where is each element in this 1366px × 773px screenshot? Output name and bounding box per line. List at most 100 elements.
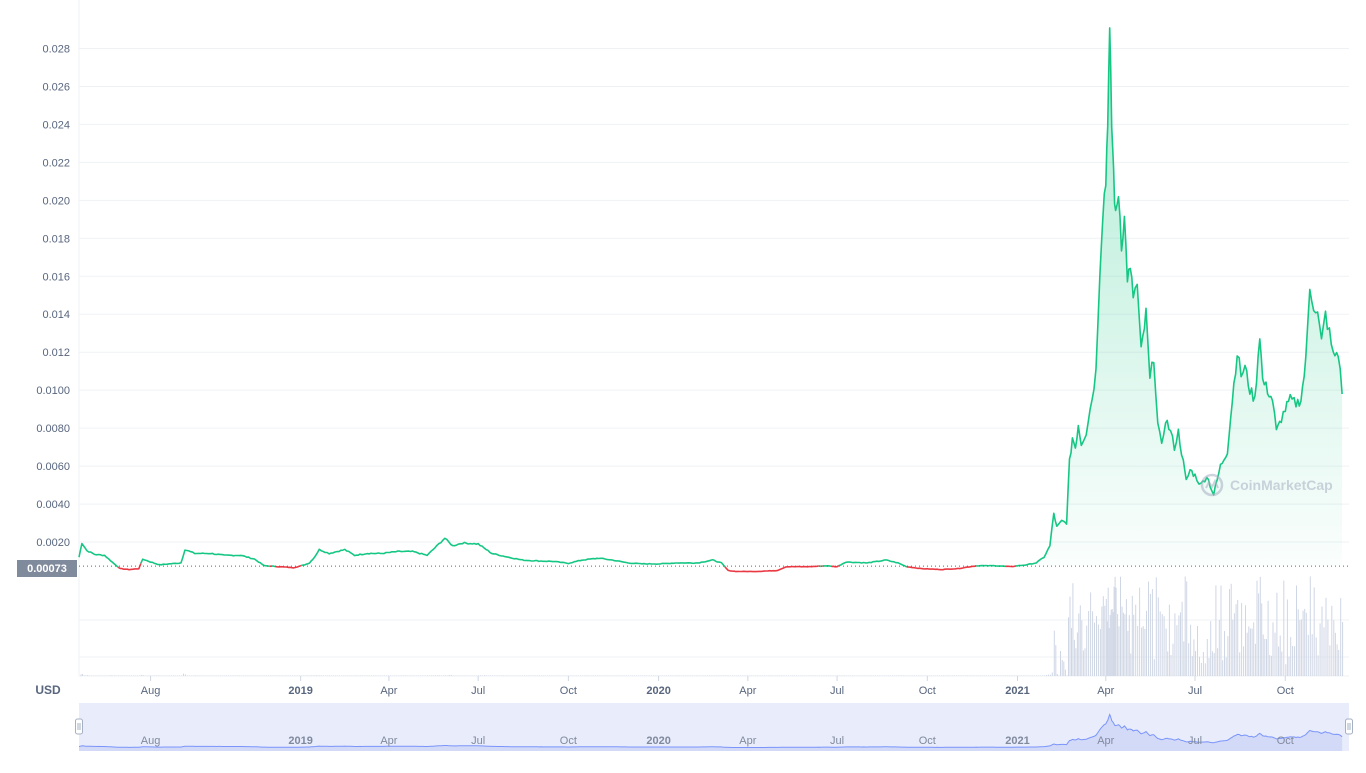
volume-bar [89,675,90,676]
volume-bar [537,676,538,677]
volume-bar [651,676,652,677]
volume-bar [1063,661,1064,676]
volume-bar [1333,620,1334,676]
volume-bar [742,676,743,677]
volume-bar [834,676,835,677]
volume-bar [177,676,178,677]
volume-bar [998,676,999,677]
volume-bar [451,675,452,676]
volume-bar [925,676,926,677]
volume-bar [461,676,462,677]
volume-bar [1324,627,1325,676]
volume-bar [648,676,649,677]
navigator-tick-label: Jul [1188,735,1202,747]
volume-bar [1190,625,1191,676]
volume-bar [1054,631,1055,676]
volume-bar [1195,651,1196,676]
volume-bar [1312,634,1313,676]
volume-bar [747,676,748,677]
volume-bar [1016,676,1017,677]
volume-bar [1055,645,1056,676]
volume-bar [738,676,739,677]
volume-bar [107,676,108,677]
x-tick-label: Apr [739,685,756,697]
volume-bar [960,676,961,677]
volume-bar [698,676,699,677]
volume-bar [871,676,872,677]
volume-bar [1269,655,1270,676]
volume-bar [541,676,542,677]
volume-bar [127,676,128,677]
volume-bar [496,676,497,677]
volume-bar [640,676,641,677]
volume-bar [459,676,460,677]
navigator-tick-label: 2020 [646,735,670,747]
volume-bar [470,676,471,677]
navigator-left-handle[interactable] [76,719,83,734]
volume-bar [593,676,594,677]
volume-bar [1108,588,1109,676]
volume-bar [1094,623,1095,677]
volume-bar [373,676,374,677]
volume-bar [956,676,957,677]
volume-bar [1028,676,1029,677]
volume-bar [945,676,946,677]
volume-bar [245,676,246,677]
volume-bar [108,676,109,677]
volume-bar [811,676,812,677]
volume-bar [257,676,258,677]
volume-bar [613,676,614,677]
y-tick-label: 0.0060 [36,461,70,473]
volume-bar [85,676,86,677]
navigator-right-handle[interactable] [1346,719,1353,734]
volume-bar [1009,676,1010,677]
volume-bar [732,676,733,677]
volume-bar [892,676,893,677]
volume-bar [355,676,356,677]
y-tick-label: 0.026 [42,81,70,93]
volume-bar [655,676,656,677]
volume-bar [751,676,752,677]
volume-bar [131,676,132,677]
volume-bar [996,676,997,677]
volume-bar [1215,585,1216,676]
volume-bar [545,676,546,677]
volume-bar [179,676,180,677]
volume-bar [507,676,508,677]
volume-bar [1203,652,1204,676]
volume-bar [418,676,419,677]
volume-bar [292,676,293,677]
volume-bar [779,676,780,677]
volume-bar [1260,577,1261,676]
volume-bar [582,676,583,677]
volume-bar [384,676,385,677]
volume-bar [860,676,861,677]
volume-bar [933,676,934,677]
volume-bar [214,676,215,677]
volume-bar [158,676,159,677]
volume-bar [1266,639,1267,676]
volume-bar [800,676,801,677]
volume-bar [243,676,244,677]
volume-bar [1067,675,1068,676]
volume-bar [1186,581,1187,676]
volume-bar [683,676,684,677]
volume-bar [353,676,354,677]
volume-bar [1298,609,1299,676]
volume-bar [547,676,548,677]
volume-bar [1000,676,1001,677]
volume-bar [411,676,412,677]
volume-bar [929,676,930,677]
volume-bar [802,676,803,677]
volume-bar [664,676,665,677]
volume-bar [1150,594,1151,676]
volume-bar [947,676,948,677]
x-tick-label: 2020 [646,685,670,697]
volume-bar [973,676,974,677]
navigator-tick-label: 2019 [288,735,312,747]
volume-bar [1250,628,1251,676]
volume-bar [232,676,233,677]
volume-bar [1065,670,1066,676]
